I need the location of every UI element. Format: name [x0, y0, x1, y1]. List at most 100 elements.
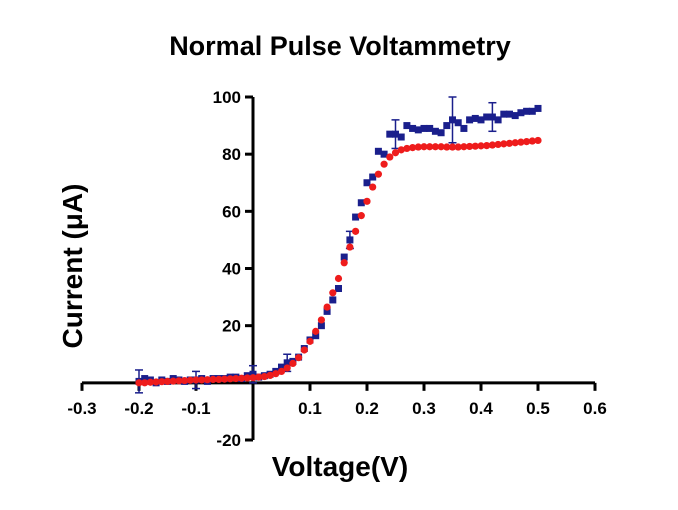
- data-point-square: [409, 124, 417, 132]
- data-point-circle: [483, 141, 491, 150]
- data-point-square: [329, 296, 337, 304]
- data-point-circle: [420, 143, 428, 151]
- x-tick-label: -0.1: [181, 399, 210, 418]
- data-point-circle: [181, 376, 189, 385]
- y-tick-label: 60: [222, 202, 241, 221]
- data-point-circle: [443, 143, 451, 151]
- data-point-square: [477, 116, 485, 124]
- data-point-circle: [517, 138, 525, 146]
- data-point-circle: [186, 376, 194, 384]
- data-point-circle: [295, 354, 303, 362]
- data-point-circle: [289, 359, 297, 367]
- data-point-circle: [175, 377, 183, 385]
- data-point-square: [500, 110, 508, 118]
- data-point-circle: [505, 139, 514, 147]
- y-axis-label: Current (μA): [57, 184, 88, 349]
- data-point-circle: [226, 375, 234, 383]
- data-point-square: [460, 124, 468, 132]
- data-point-circle: [437, 143, 445, 151]
- x-tick-label: -0.3: [67, 399, 96, 418]
- data-point-square: [437, 129, 445, 137]
- data-point-circle: [192, 376, 200, 384]
- x-tick-label: 0.3: [412, 399, 436, 418]
- data-point-square: [335, 285, 342, 293]
- data-point-square: [483, 113, 491, 121]
- data-point-circle: [523, 137, 531, 146]
- data-point-square: [466, 116, 474, 124]
- data-point-circle: [357, 212, 365, 220]
- axes: -0.3 -0.2 -0.1 0.1 0.2 0.3 0.4 0.5 0.6 -20 20 40 60 8…: [67, 88, 606, 450]
- data-point-circle: [300, 346, 308, 354]
- data-point-circle: [471, 142, 479, 150]
- data-point-circle: [272, 370, 280, 378]
- data-point-square: [403, 122, 411, 130]
- data-point-circle: [426, 143, 434, 151]
- data-point-circle: [534, 136, 542, 145]
- data-point-circle: [323, 303, 331, 311]
- data-point-square: [528, 107, 536, 115]
- data-point-circle: [312, 327, 320, 335]
- data-point-square: [454, 119, 462, 127]
- data-point-circle: [346, 243, 354, 251]
- series-2: [135, 136, 542, 387]
- data-point-circle: [198, 376, 206, 384]
- data-point-square: [426, 124, 434, 132]
- data-point-square: [380, 150, 388, 158]
- data-point-circle: [494, 140, 502, 149]
- data-point-circle: [220, 375, 229, 383]
- data-point-square: [534, 104, 542, 112]
- data-point-square: [278, 363, 285, 371]
- x-tick-label: 0.6: [583, 399, 607, 418]
- data-point-square: [517, 109, 525, 117]
- x-tick-label: 0.5: [526, 399, 550, 418]
- data-point-circle: [500, 140, 508, 148]
- data-point-circle: [249, 374, 257, 382]
- data-point-square: [352, 213, 360, 221]
- data-point-circle: [135, 379, 143, 387]
- data-point-square: [511, 112, 519, 120]
- data-point-square: [374, 147, 382, 155]
- data-point-circle: [232, 374, 240, 383]
- data-point-circle: [306, 337, 314, 345]
- error-bars: [135, 96, 497, 394]
- chart-title: Normal Pulse Voltammetry: [169, 31, 511, 61]
- data-point-circle: [409, 143, 417, 152]
- data-point-square: [317, 322, 325, 330]
- data-point-square: [357, 199, 365, 207]
- data-point-square: [397, 133, 405, 141]
- x-tick-label: 0.4: [469, 399, 493, 418]
- data-point-square: [363, 179, 371, 187]
- data-point-circle: [477, 142, 485, 150]
- data-point-circle: [283, 364, 291, 372]
- data-point-square: [523, 107, 531, 115]
- data-point-circle: [528, 137, 536, 145]
- data-point-circle: [317, 316, 325, 324]
- data-point-circle: [391, 149, 400, 157]
- data-point-circle: [403, 144, 411, 153]
- data-point-circle: [152, 378, 160, 386]
- data-point-square: [431, 127, 439, 135]
- data-point-square: [323, 307, 331, 315]
- data-point-circle: [334, 274, 343, 283]
- data-point-circle: [158, 378, 166, 386]
- data-point-circle: [363, 197, 371, 205]
- data-point-square: [488, 113, 496, 121]
- data-points: [135, 104, 542, 387]
- y-tick-label: -20: [216, 431, 241, 450]
- data-point-circle: [215, 375, 223, 384]
- data-point-circle: [340, 259, 348, 267]
- data-point-circle: [511, 139, 519, 147]
- data-point-square: [443, 122, 451, 130]
- data-point-circle: [243, 374, 251, 382]
- data-point-circle: [431, 143, 439, 151]
- data-point-square: [340, 253, 348, 261]
- y-tick-label: 40: [222, 260, 241, 279]
- data-point-circle: [163, 377, 172, 386]
- data-point-circle: [374, 170, 382, 178]
- y-tick-label: 80: [222, 145, 241, 164]
- x-tick-label: 0.2: [355, 399, 379, 418]
- data-point-circle: [386, 153, 394, 161]
- data-point-circle: [260, 372, 268, 381]
- data-point-circle: [329, 289, 337, 297]
